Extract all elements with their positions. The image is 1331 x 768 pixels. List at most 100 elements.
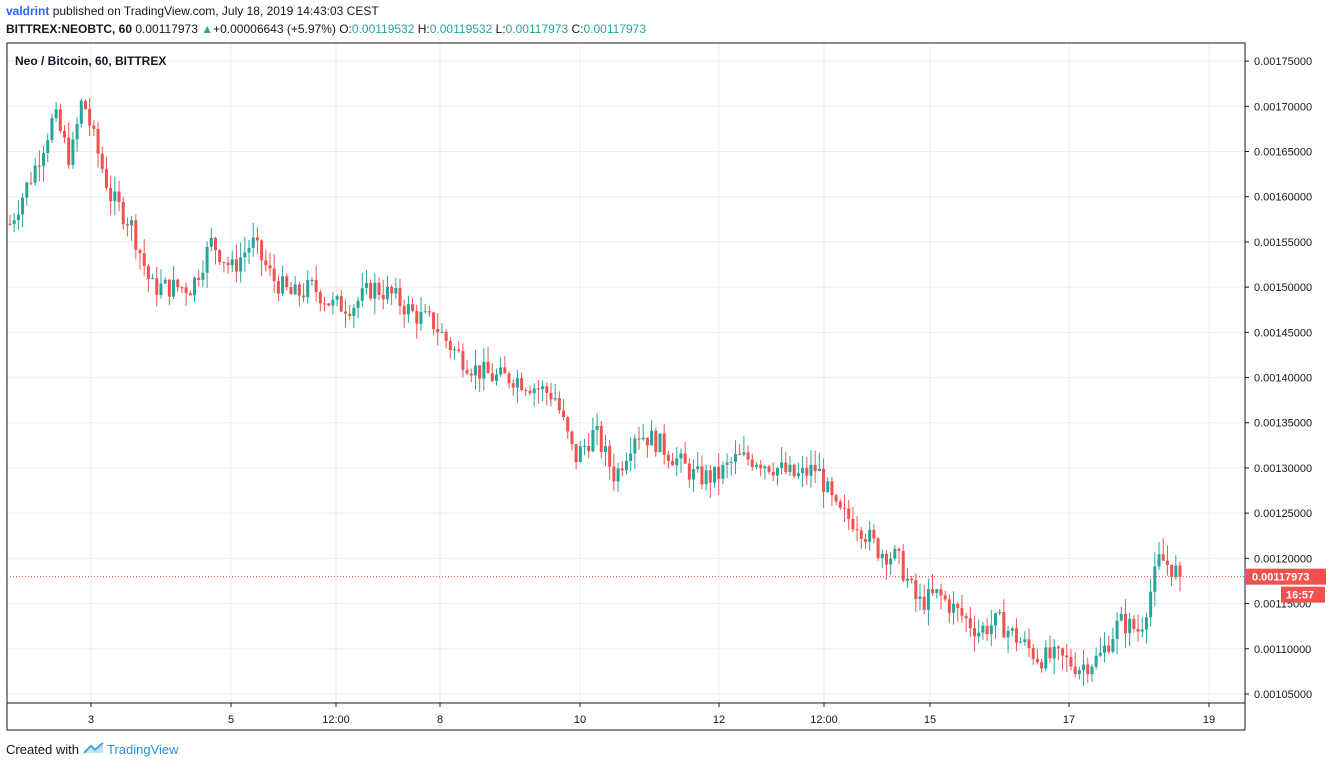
candles[interactable] [8, 97, 1182, 686]
candle-body [381, 294, 385, 300]
candle-body [176, 279, 180, 288]
candle-body [805, 467, 809, 476]
candle-body [754, 464, 758, 467]
candle-body [360, 288, 364, 301]
candle-body [197, 277, 201, 280]
candle-body [318, 292, 322, 304]
candle-body [1073, 666, 1077, 675]
candle-body [931, 589, 935, 593]
candle-body [205, 246, 209, 273]
candle-body [507, 373, 511, 384]
candle-body [1077, 670, 1081, 675]
low-label: L: [495, 22, 506, 36]
candle-body [260, 240, 264, 261]
y-tick-label: 0.00165000 [1254, 146, 1312, 158]
candle-body [578, 446, 582, 463]
candle-body [230, 259, 234, 266]
candle-body [243, 252, 247, 258]
publish-line: valdrint published on TradingView.com, J… [6, 4, 379, 18]
candle-body [130, 220, 134, 226]
candle-body [411, 304, 415, 311]
candle-body [926, 589, 930, 610]
candle-body [314, 279, 318, 293]
candle-body [159, 283, 163, 295]
high-value: 0.00119532 [429, 22, 493, 36]
price-change: +0.00006643 (+5.97%) [213, 22, 336, 36]
author-name[interactable]: valdrint [6, 4, 50, 18]
candle-body [398, 287, 402, 306]
candle-body [373, 282, 377, 299]
tradingview-brand[interactable]: TradingView [106, 742, 179, 757]
candle-body [444, 331, 448, 341]
candle-body [658, 433, 662, 452]
candle-body [453, 349, 457, 351]
candle-body [297, 284, 301, 296]
candle-body [1094, 655, 1098, 667]
candle-body [201, 272, 205, 280]
candle-body [511, 383, 515, 388]
candle-body [750, 459, 754, 467]
candle-body [1153, 566, 1157, 592]
candle-body [692, 469, 696, 480]
candle-body [599, 425, 603, 452]
candle-body [574, 444, 578, 463]
candle-body [717, 466, 721, 479]
time-axis[interactable]: 3 5 12:00 8 10 12 12:00 15 17 19 [88, 703, 1215, 726]
candle-body [784, 462, 788, 473]
candle-body [859, 530, 863, 539]
x-tick-label: 10 [574, 714, 586, 726]
candle-body [83, 100, 87, 110]
candle-body [1144, 617, 1148, 630]
candle-body [721, 464, 725, 479]
candle-body [1031, 648, 1035, 659]
candle-body [142, 253, 146, 267]
candle-body [956, 603, 960, 608]
candle-body [553, 398, 557, 400]
candle-body [21, 197, 25, 215]
x-tick-label: 17 [1063, 714, 1075, 726]
candle-body [964, 615, 968, 619]
candle-body [104, 168, 108, 188]
y-tick-label: 0.00135000 [1254, 418, 1312, 430]
candle-body [377, 282, 381, 295]
open-label: O: [339, 22, 352, 36]
price-axis[interactable]: 0.00175000 0.00170000 0.00165000 0.00160000… [1245, 56, 1312, 701]
candle-body [851, 519, 855, 530]
candle-body [1056, 646, 1060, 649]
candle-body [809, 464, 813, 476]
candle-body [281, 276, 285, 294]
candle-body [541, 386, 545, 390]
open-value: 0.00119532 [351, 22, 415, 36]
candle-body [184, 287, 188, 294]
candle-body [683, 453, 687, 464]
candle-body [1123, 613, 1127, 634]
candle-body [985, 625, 989, 635]
candle-body [952, 603, 956, 613]
candle-body [595, 425, 599, 431]
candle-body [415, 310, 419, 324]
candle-body [973, 628, 977, 637]
candle-body [536, 388, 540, 390]
candle-body [1170, 564, 1174, 577]
candle-body [939, 589, 943, 596]
candle-body [440, 331, 444, 333]
tradingview-logo-icon[interactable] [83, 742, 105, 757]
candle-body [1149, 591, 1153, 618]
candle-body [977, 632, 981, 637]
candle-body [893, 548, 897, 559]
candle-body [884, 553, 888, 565]
candle-body [213, 237, 217, 251]
candle-body [285, 276, 289, 288]
candle-body [1090, 666, 1094, 675]
chart-grid [7, 43, 1245, 703]
high-label: H: [417, 22, 430, 36]
candle-body [654, 430, 658, 452]
price-chart[interactable]: 0.00175000 0.00170000 0.00165000 0.00160000… [0, 0, 1331, 740]
candle-body [729, 461, 733, 463]
candle-body [25, 182, 29, 198]
candle-body [608, 446, 612, 467]
candle-body [629, 453, 633, 461]
candle-body [289, 287, 293, 295]
y-tick-label: 0.00145000 [1254, 327, 1312, 339]
candle-body [843, 507, 847, 509]
